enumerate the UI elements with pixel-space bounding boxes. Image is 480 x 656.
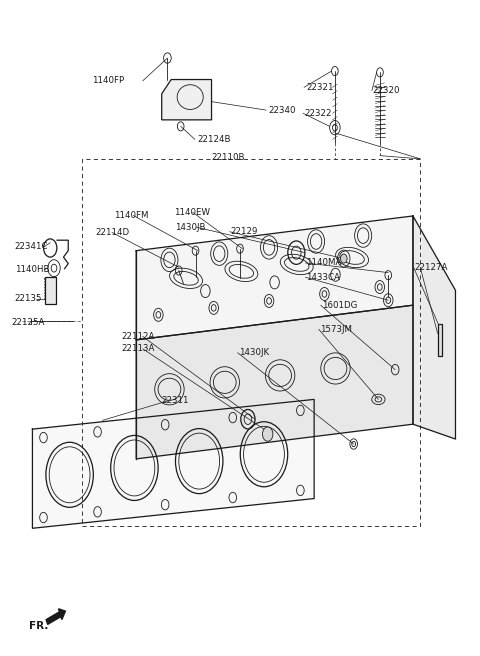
Bar	[46, 277, 56, 304]
Text: 22311: 22311	[162, 396, 189, 405]
Polygon shape	[413, 216, 456, 439]
Text: 1601DG: 1601DG	[322, 300, 357, 310]
Text: 1140FP: 1140FP	[92, 76, 124, 85]
Polygon shape	[162, 79, 212, 120]
Text: 22110B: 22110B	[211, 153, 245, 162]
Polygon shape	[136, 305, 413, 459]
Text: 1140MA: 1140MA	[306, 258, 342, 268]
Text: 22320: 22320	[373, 86, 400, 95]
Bar	[438, 324, 443, 356]
Text: 1140FM: 1140FM	[114, 211, 149, 220]
Polygon shape	[33, 400, 314, 528]
Bar	[83, 159, 420, 526]
Text: 1573JM: 1573JM	[320, 325, 352, 334]
Text: 1140HB: 1140HB	[14, 265, 49, 274]
Text: 22341C: 22341C	[14, 242, 48, 251]
Text: 22112A: 22112A	[121, 332, 155, 341]
Text: 22124B: 22124B	[197, 135, 231, 144]
Polygon shape	[136, 216, 413, 340]
Text: 1430JB: 1430JB	[175, 222, 205, 232]
Text: 22125A: 22125A	[12, 318, 45, 327]
Text: 22340: 22340	[268, 106, 296, 115]
Text: 22321: 22321	[306, 83, 334, 92]
Text: 1140EW: 1140EW	[174, 208, 210, 216]
Text: 22113A: 22113A	[121, 344, 155, 354]
Text: 22114D: 22114D	[96, 228, 130, 237]
Text: 22127A: 22127A	[415, 263, 448, 272]
Circle shape	[340, 254, 347, 263]
Circle shape	[263, 427, 273, 441]
Text: 1433CA: 1433CA	[306, 273, 340, 282]
Text: FR.: FR.	[29, 621, 48, 631]
FancyArrow shape	[46, 609, 65, 625]
Text: 1430JK: 1430JK	[239, 348, 269, 358]
Text: 22129: 22129	[230, 227, 258, 236]
Text: 22322: 22322	[304, 109, 332, 118]
Text: 22135: 22135	[14, 295, 42, 303]
